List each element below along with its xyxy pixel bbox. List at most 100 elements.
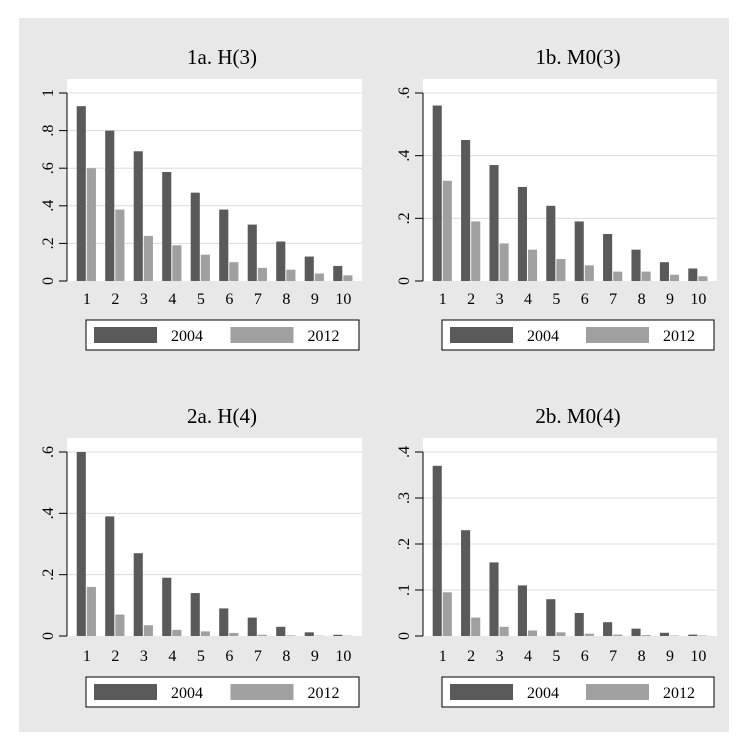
bar-2004-cat-2	[105, 516, 115, 636]
y-tick-label: .8	[40, 125, 57, 137]
bar-2012-cat-5	[556, 259, 566, 281]
x-tick-label: 7	[609, 291, 617, 308]
x-tick-label: 5	[197, 291, 205, 308]
x-tick-label: 9	[666, 648, 674, 665]
bar-2012-cat-4	[172, 629, 182, 636]
y-tick-label: .2	[40, 569, 57, 581]
bar-2012-cat-7	[257, 267, 267, 281]
x-tick-label: 7	[254, 291, 262, 308]
bar-2012-cat-10	[343, 275, 353, 281]
x-tick-label: 5	[552, 291, 560, 308]
x-tick-label: 7	[254, 648, 262, 665]
x-tick-label: 2	[467, 648, 475, 665]
bar-2004-cat-7	[247, 224, 257, 281]
bar-2012-cat-9	[314, 273, 324, 281]
bar-2012-cat-6	[584, 265, 594, 281]
plot-area	[67, 438, 362, 636]
bar-2004-cat-9	[659, 632, 669, 636]
bar-2012-cat-2	[115, 209, 125, 281]
chart-panel-1: 1a. H(3) 0 .2 .4 .6 .8 1 1 2 3 4 5 6 7 8 9 10 2004 2012	[40, 45, 362, 351]
y-tick-label: .3	[396, 492, 413, 504]
bar-2012-cat-6	[229, 262, 239, 281]
bar-2004-cat-9	[304, 256, 314, 281]
bar-2012-cat-2	[471, 617, 481, 636]
bar-2012-cat-7	[257, 634, 267, 636]
x-tick-label: 3	[140, 291, 148, 308]
bar-2012-cat-9	[669, 274, 680, 281]
legend-label-2004: 2004	[171, 328, 203, 345]
bar-2012-cat-4	[172, 245, 182, 281]
legend-label-2012: 2012	[308, 328, 340, 345]
bar-2004-cat-2	[461, 140, 471, 281]
bar-2012-cat-1	[86, 586, 96, 636]
chart-title: 2b. M0(4)	[535, 404, 620, 428]
bar-2004-cat-3	[489, 165, 499, 281]
bar-2004-cat-7	[603, 622, 613, 636]
chart-panel-3: 2a. H(4) 0 .2 .4 .6 1 2 3 4 5 6 7 8 9 10 2004 2012	[40, 404, 362, 708]
bar-2004-cat-1	[432, 465, 442, 636]
y-tick-label: .6	[40, 446, 57, 458]
legend-label-2012: 2012	[663, 328, 695, 345]
bar-2004-cat-6	[219, 608, 229, 636]
bar-2004-cat-4	[517, 585, 527, 636]
bar-2004-cat-5	[546, 599, 556, 636]
y-tick-label: 0	[396, 632, 413, 640]
bar-2012-cat-3	[499, 626, 509, 636]
bar-2004-cat-5	[546, 205, 556, 281]
bar-2012-cat-10	[698, 276, 708, 281]
x-tick-label: 10	[690, 291, 706, 308]
legend-label-2004: 2004	[527, 328, 559, 345]
y-tick-label: .1	[396, 584, 413, 596]
y-tick-label: 1	[40, 89, 57, 97]
legend-swatch-2012	[586, 327, 649, 343]
legend-label-2004: 2004	[527, 685, 559, 702]
bar-2012-cat-7	[613, 634, 623, 636]
bar-2004-cat-7	[247, 617, 257, 636]
x-tick-label: 8	[638, 291, 646, 308]
y-tick-label: .2	[396, 212, 413, 224]
x-tick-label: 9	[666, 291, 674, 308]
bar-2004-cat-1	[76, 106, 86, 281]
bar-2004-cat-3	[489, 562, 499, 636]
bar-2004-cat-10	[333, 634, 343, 636]
bar-2004-cat-1	[432, 105, 442, 282]
bar-2012-cat-3	[143, 235, 153, 281]
legend-swatch-2012	[230, 327, 294, 343]
y-tick-label: 0	[40, 632, 57, 640]
x-tick-label: 10	[335, 648, 351, 665]
x-tick-label: 5	[197, 648, 205, 665]
bar-2012-cat-6	[584, 633, 594, 636]
y-tick-label: .4	[40, 200, 57, 212]
x-tick-label: 5	[552, 648, 560, 665]
x-tick-label: 8	[282, 648, 290, 665]
bar-2004-cat-3	[133, 151, 143, 281]
bar-2012-cat-3	[143, 625, 153, 636]
legend-label-2004: 2004	[171, 685, 203, 702]
x-tick-label: 4	[524, 648, 532, 665]
legend-label-2012: 2012	[663, 685, 695, 702]
bar-2004-cat-4	[162, 577, 172, 636]
bar-2012-cat-1	[442, 592, 452, 636]
x-tick-label: 1	[439, 291, 447, 308]
x-tick-label: 3	[140, 648, 148, 665]
bar-2004-cat-8	[631, 249, 641, 281]
bar-2004-cat-8	[631, 628, 641, 636]
bar-2004-cat-6	[574, 613, 584, 636]
bar-2004-cat-2	[461, 530, 471, 636]
y-tick-label: 0	[396, 277, 413, 285]
y-tick-label: .6	[396, 87, 413, 99]
x-tick-label: 7	[609, 648, 617, 665]
x-tick-label: 3	[496, 291, 504, 308]
bar-2004-cat-9	[304, 632, 314, 636]
x-tick-label: 1	[439, 648, 447, 665]
x-tick-label: 8	[638, 648, 646, 665]
bar-2012-cat-8	[286, 635, 296, 636]
plot-area	[423, 438, 717, 636]
bar-2012-cat-2	[471, 221, 481, 281]
chart-title: 2a. H(4)	[187, 404, 257, 428]
bar-2012-cat-8	[641, 271, 651, 281]
bar-2012-cat-5	[556, 632, 566, 636]
bar-2012-cat-8	[641, 635, 651, 636]
bar-2004-cat-6	[574, 221, 584, 281]
bar-2004-cat-4	[517, 187, 527, 281]
